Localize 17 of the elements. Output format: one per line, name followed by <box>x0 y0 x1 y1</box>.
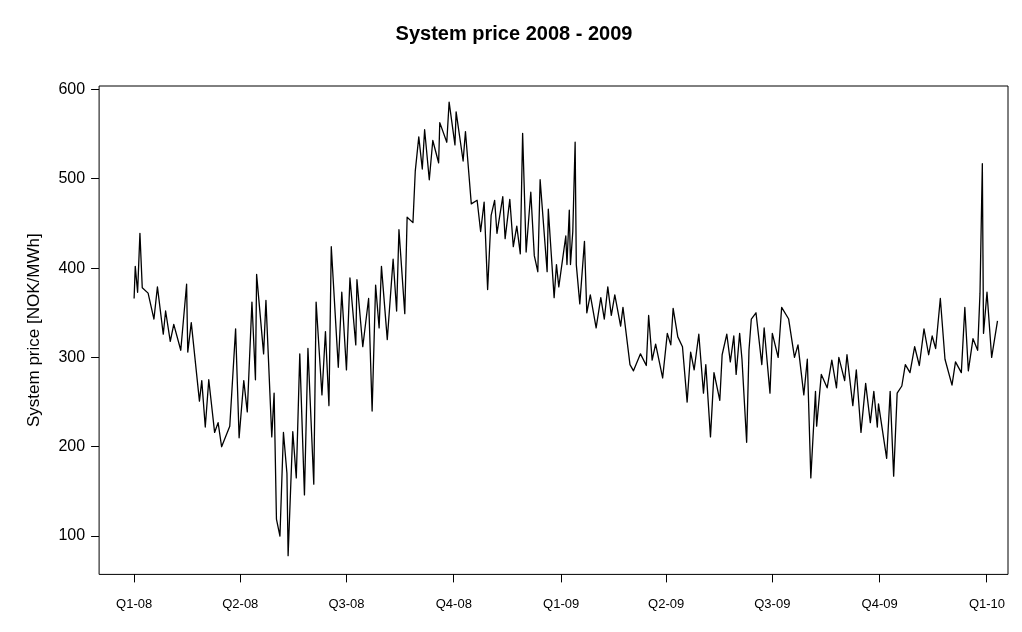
x-tick-label: Q1-08 <box>116 595 153 611</box>
x-tick-label: Q4-08 <box>435 595 472 611</box>
y-tick-label: 100 <box>58 526 86 544</box>
x-tick-label: Q2-08 <box>222 595 259 611</box>
chart-title: System price 2008 - 2009 <box>395 21 633 44</box>
y-tick-label: 600 <box>58 79 86 97</box>
x-tick-label: Q1-10 <box>968 595 1006 611</box>
x-tick-label: Q2-09 <box>648 595 685 611</box>
x-tick-label: Q1-09 <box>543 595 580 611</box>
y-tick-label: 500 <box>58 169 86 187</box>
x-tick-label: Q4-09 <box>861 595 898 611</box>
y-tick-label: 400 <box>58 258 86 276</box>
x-tick-label: Q3-08 <box>328 595 365 611</box>
y-axis-title: System price [NOK/MWh] <box>23 233 43 428</box>
y-tick-label: 300 <box>58 347 86 365</box>
x-tick-label: Q3-09 <box>754 595 791 611</box>
y-tick-label: 200 <box>58 437 86 455</box>
